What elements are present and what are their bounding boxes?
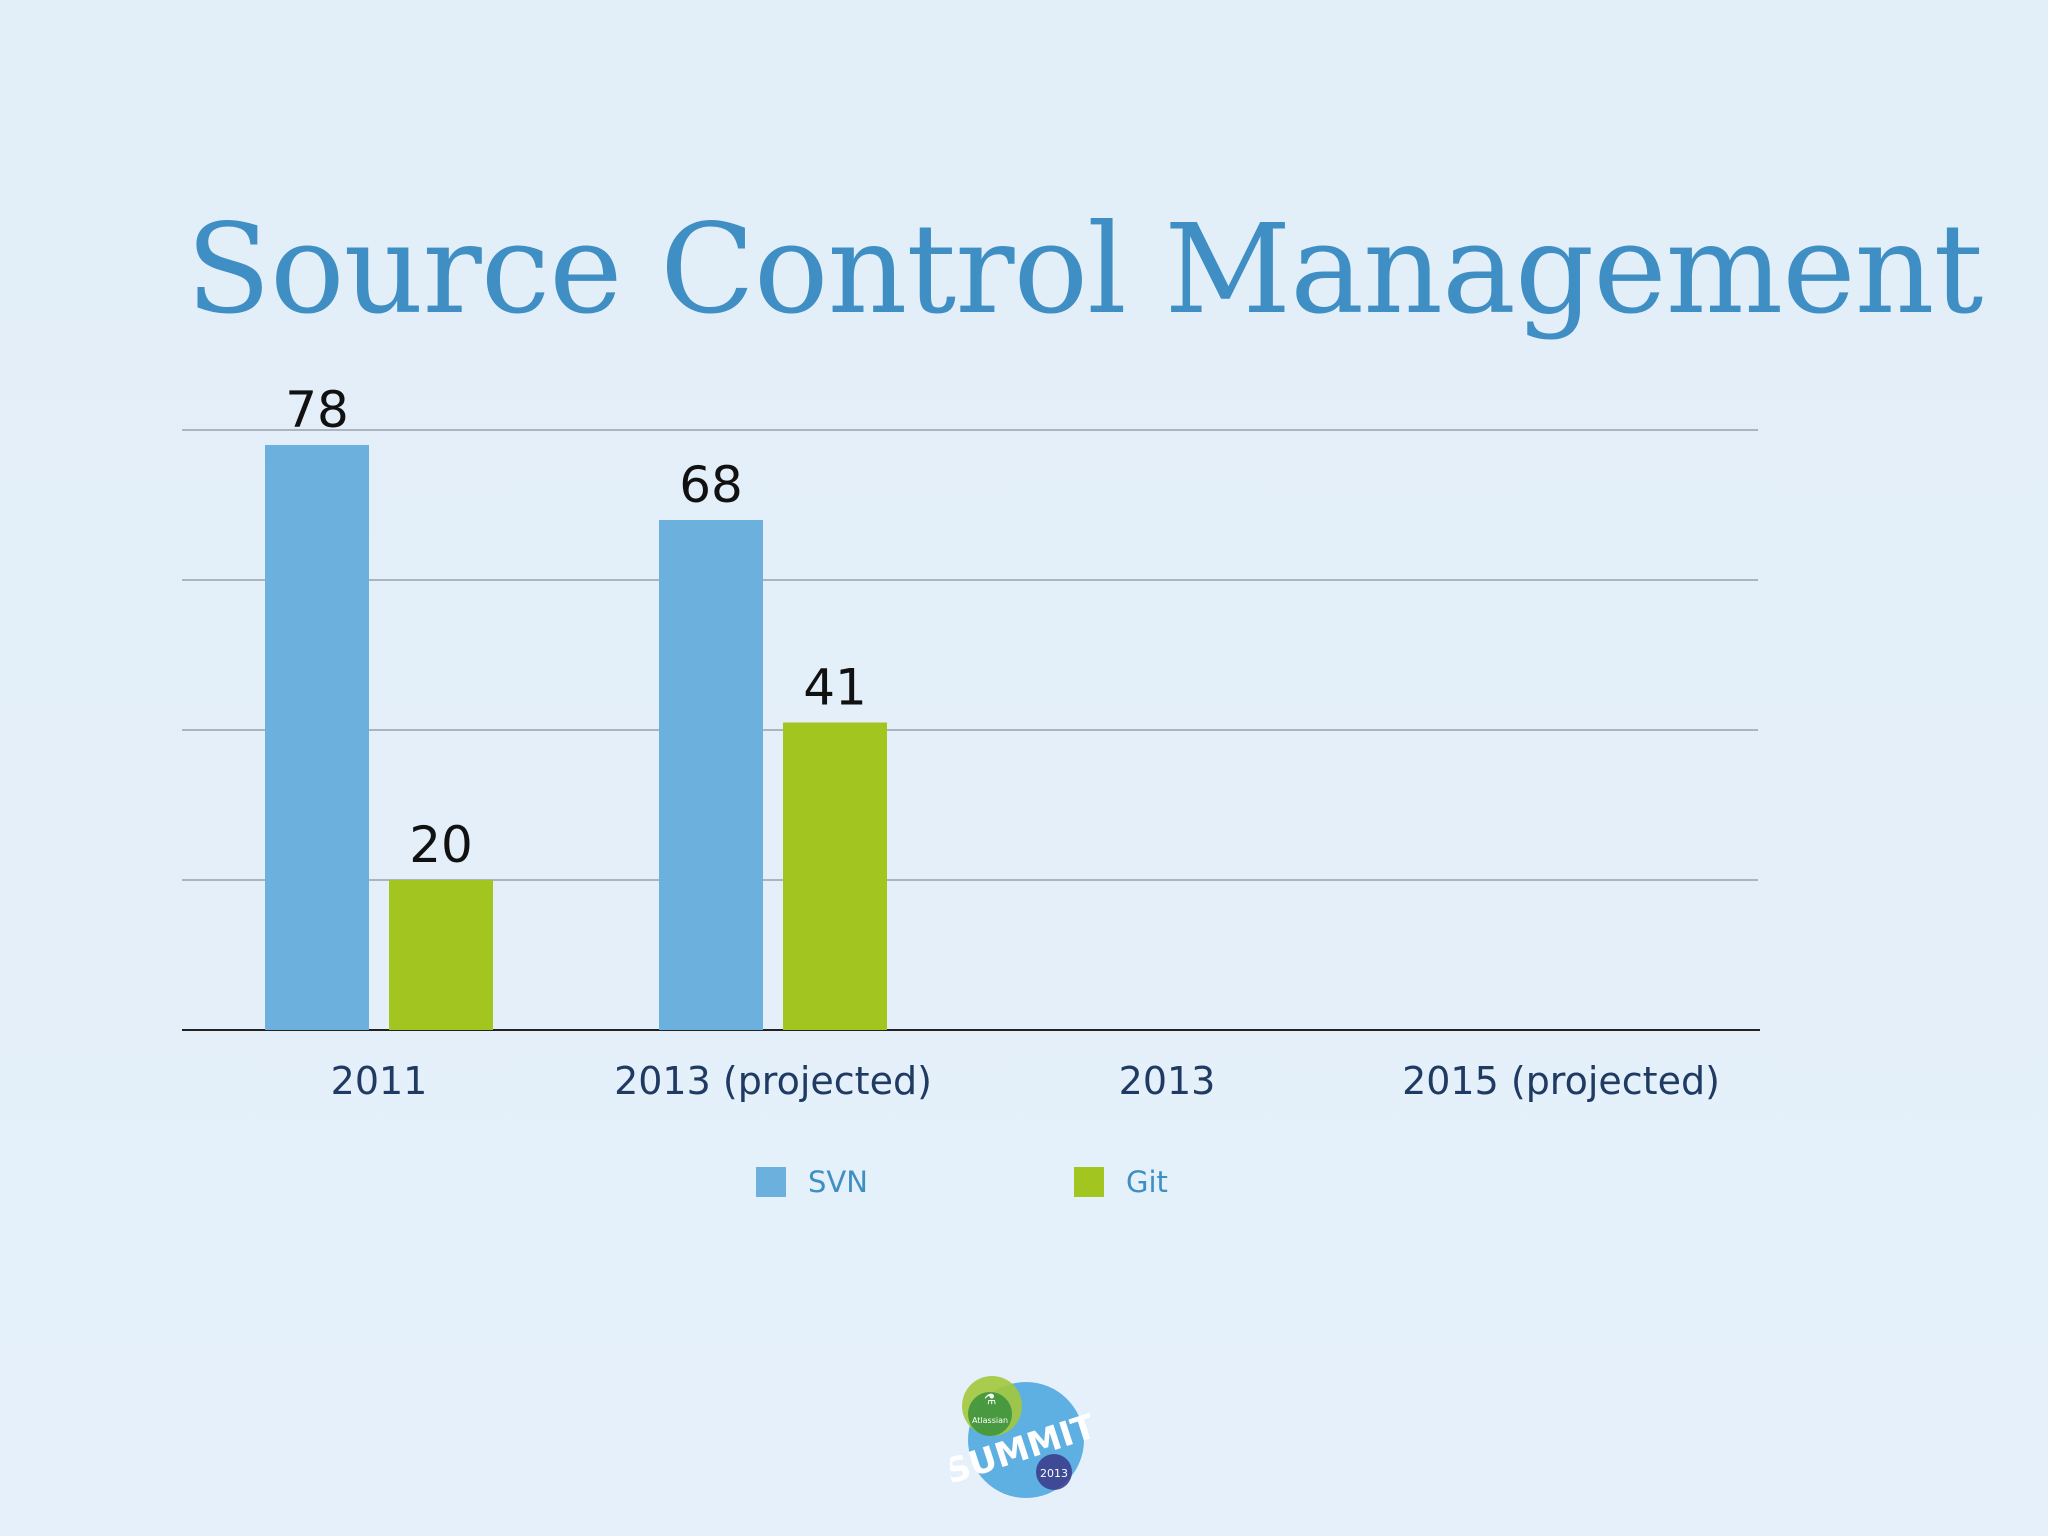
bar-svn-2011 — [265, 445, 369, 1030]
x-tick-label: 2013 — [1119, 1059, 1216, 1103]
legend-label-git: Git — [1126, 1165, 1168, 1199]
x-tick-labels: 2011 2013 (projected) 2013 2015 (projected) — [331, 1059, 1720, 1103]
legend-item-git: Git — [1074, 1162, 1168, 1202]
data-labels: 78 20 68 41 — [285, 381, 867, 874]
legend-swatch-git — [1074, 1167, 1104, 1197]
legend-label-svn: SVN — [808, 1165, 868, 1199]
legend: SVN Git — [0, 1162, 2048, 1202]
x-tick-label: 2015 (projected) — [1402, 1059, 1720, 1103]
logo-mark-icon: ⚗ — [984, 1392, 997, 1408]
bar-git-2011 — [389, 880, 493, 1030]
chart-title: Source Control Management — [186, 198, 1983, 342]
x-tick-label: 2013 (projected) — [614, 1059, 932, 1103]
data-label: 78 — [285, 381, 349, 439]
data-label: 20 — [409, 816, 473, 874]
bar-svn-2013-projected- — [659, 520, 763, 1030]
data-label: 41 — [803, 659, 867, 717]
bar-git-2013-projected- — [783, 722, 887, 1030]
logo-purple-circle — [1036, 1454, 1072, 1490]
legend-item-svn: SVN — [756, 1162, 868, 1202]
logo-dark-green-circle — [968, 1392, 1012, 1436]
logo-brand-text: Atlassian — [972, 1416, 1008, 1425]
bar-chart: 78 20 68 41 2011 2013 (projected) 2013 2015 (p… — [182, 381, 1760, 1103]
bars — [265, 445, 887, 1030]
x-tick-label: 2011 — [331, 1059, 428, 1103]
logo-year-text: 2013 — [1040, 1467, 1068, 1480]
summit-logo: ⚗ Atlassian SUMMIT 2013 — [950, 1376, 1090, 1498]
legend-swatch-svn — [756, 1167, 786, 1197]
data-label: 68 — [679, 456, 743, 514]
